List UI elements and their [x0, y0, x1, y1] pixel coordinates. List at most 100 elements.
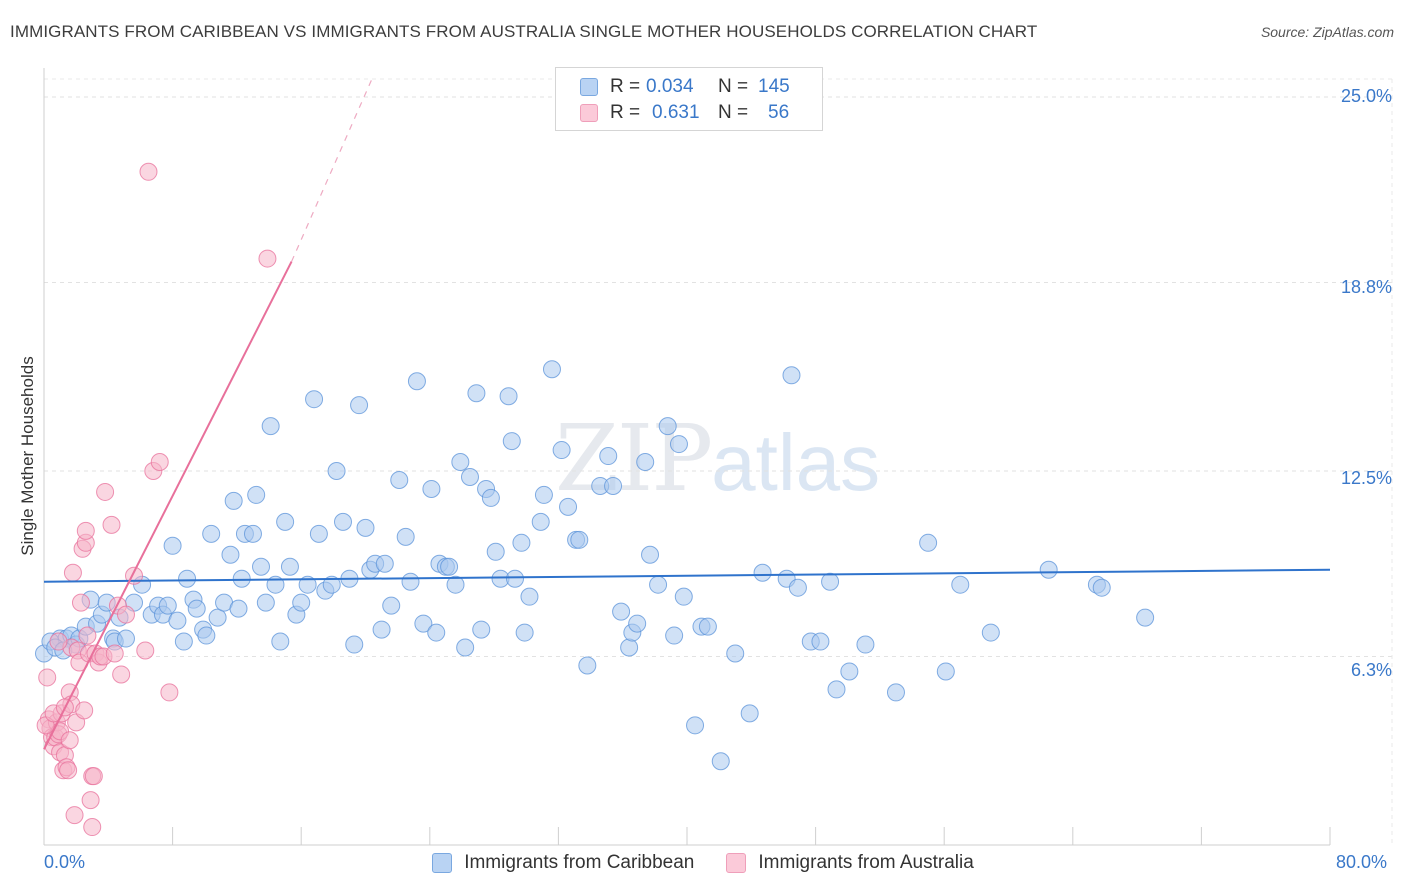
point-caribbean: [753, 563, 772, 582]
point-australia: [63, 563, 82, 582]
point-caribbean: [446, 575, 465, 594]
legend-swatch-blue: [432, 853, 453, 873]
point-caribbean: [472, 620, 491, 639]
point-caribbean: [422, 479, 441, 498]
point-caribbean: [782, 366, 801, 385]
point-caribbean: [345, 635, 364, 654]
point-caribbean: [427, 623, 446, 642]
n-value: 145: [758, 76, 790, 97]
x-tick-label-min: 0.0%: [44, 852, 86, 872]
point-caribbean: [512, 533, 531, 552]
point-caribbean: [460, 467, 479, 486]
chart-title: IMMIGRANTS FROM CARIBBEAN VS IMMIGRANTS …: [10, 22, 1038, 41]
point-australia: [160, 683, 179, 702]
point-caribbean: [686, 716, 705, 735]
point-caribbean: [247, 485, 266, 504]
point-caribbean: [163, 536, 182, 555]
point-caribbean: [407, 372, 426, 391]
point-australia: [38, 668, 57, 687]
point-caribbean: [531, 512, 550, 531]
point-caribbean: [811, 632, 830, 651]
point-caribbean: [674, 587, 693, 606]
point-caribbean: [322, 575, 341, 594]
point-caribbean: [919, 533, 938, 552]
point-australia: [49, 632, 68, 651]
point-australia: [96, 482, 115, 501]
point-caribbean: [224, 491, 243, 510]
point-caribbean: [1092, 578, 1111, 597]
point-australia: [78, 626, 97, 645]
point-caribbean: [158, 596, 177, 615]
legend-label-caribbean: Immigrants from Caribbean: [464, 852, 695, 873]
point-caribbean: [1136, 608, 1155, 627]
point-caribbean: [390, 470, 409, 489]
point-australia: [112, 665, 131, 684]
point-caribbean: [1039, 560, 1058, 579]
point-caribbean: [229, 599, 248, 618]
source-label: Source: ZipAtlas.com: [1260, 24, 1394, 40]
point-caribbean: [604, 476, 623, 495]
series-legend: Immigrants from Caribbean Immigrants fro…: [0, 852, 1406, 874]
point-caribbean: [726, 644, 745, 663]
point-caribbean: [280, 557, 299, 576]
point-caribbean: [187, 599, 206, 618]
point-caribbean: [451, 453, 470, 472]
x-tick-label-max: 80.0%: [1336, 852, 1388, 872]
point-caribbean: [620, 638, 639, 657]
point-australia: [76, 521, 95, 540]
point-caribbean: [520, 587, 539, 606]
point-caribbean: [372, 620, 391, 639]
series-australia-points: [36, 162, 277, 837]
point-australia: [136, 641, 155, 660]
point-caribbean: [197, 626, 216, 645]
y-tick-label-18-8: 18.8%: [1340, 277, 1392, 297]
point-australia: [71, 593, 90, 612]
point-caribbean: [350, 396, 369, 415]
point-caribbean: [698, 617, 717, 636]
point-caribbean: [276, 512, 295, 531]
y-tick-label-25-0: 25.0%: [1340, 86, 1392, 106]
point-caribbean: [542, 360, 561, 379]
point-caribbean: [356, 518, 375, 537]
point-australia: [60, 731, 79, 750]
correlation-legend: R = 0.034 N = 145 R = 0.631 N = 56: [555, 67, 823, 131]
point-caribbean: [292, 593, 311, 612]
point-australia: [59, 761, 78, 780]
point-caribbean: [612, 602, 631, 621]
y-axis-label: Single Mother Households: [18, 356, 37, 556]
n-value: 56: [768, 102, 790, 123]
point-caribbean: [856, 635, 875, 654]
legend-label-australia: Immigrants from Australia: [758, 852, 974, 873]
legend-swatch-pink: [726, 853, 747, 873]
point-caribbean: [552, 441, 571, 460]
point-caribbean: [669, 435, 688, 454]
watermark-atlas: atlas: [711, 418, 881, 507]
point-caribbean: [298, 575, 317, 594]
point-australia: [81, 791, 100, 810]
point-australia: [75, 701, 94, 720]
point-caribbean: [252, 557, 271, 576]
watermark-zip: ZIP: [555, 405, 713, 512]
point-caribbean: [168, 611, 187, 630]
point-caribbean: [202, 524, 221, 543]
point-caribbean: [840, 662, 859, 681]
point-caribbean: [305, 390, 324, 409]
point-caribbean: [570, 530, 589, 549]
point-australia: [105, 644, 124, 663]
point-caribbean: [788, 578, 807, 597]
r-value: 0.034: [646, 76, 694, 97]
point-caribbean: [440, 557, 459, 576]
point-caribbean: [827, 680, 846, 699]
point-caribbean: [599, 447, 618, 466]
point-caribbean: [649, 575, 668, 594]
r-label: R =: [610, 102, 641, 123]
legend-row-australia: R = 0.631 N = 56: [580, 101, 789, 125]
point-caribbean: [232, 569, 251, 588]
point-caribbean: [981, 623, 1000, 642]
point-caribbean: [221, 545, 240, 564]
legend-item-australia: Immigrants from Australia: [726, 852, 974, 874]
n-label: N =: [718, 102, 749, 123]
point-caribbean: [116, 629, 135, 648]
trend-line-australia-extension: [291, 78, 373, 262]
